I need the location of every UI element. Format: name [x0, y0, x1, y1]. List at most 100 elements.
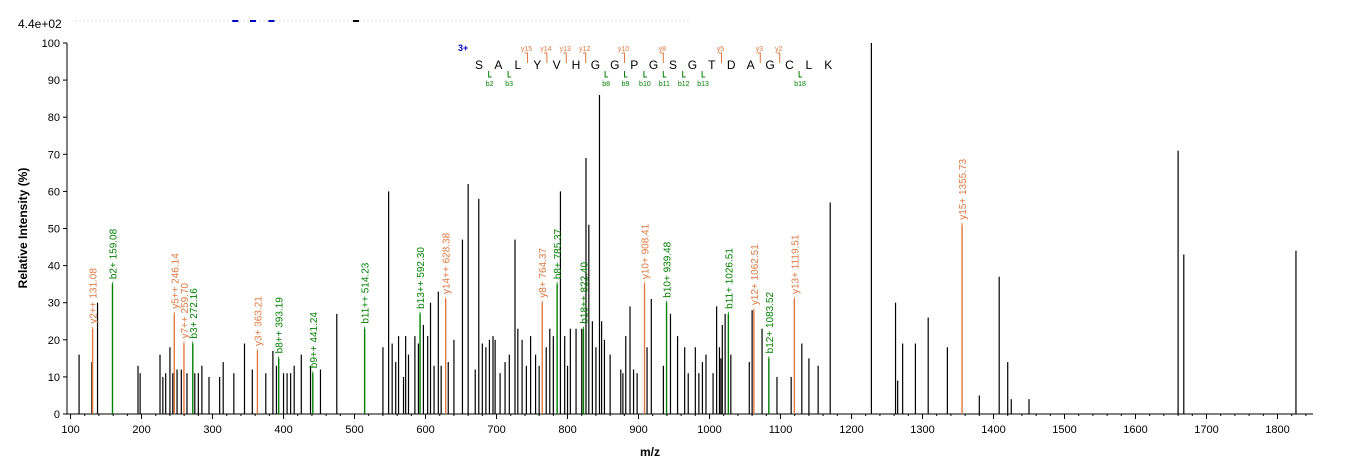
x-tick-label: 1200 — [839, 424, 863, 436]
peak-label: b10+ 939.48 — [663, 241, 674, 297]
residue: G — [591, 58, 600, 72]
y-tick-label: 100 — [42, 38, 60, 50]
x-tick-label: 100 — [61, 424, 79, 436]
x-tick-label: 1300 — [910, 424, 934, 436]
residue: L — [805, 58, 812, 72]
b-cleavage-mark — [604, 71, 609, 78]
peak-label: y8+ 764.37 — [538, 247, 549, 297]
residue: G — [649, 58, 658, 72]
b-cleavage-mark — [662, 71, 667, 78]
y-cleavage-mark — [563, 52, 567, 63]
y-tick-label: 50 — [48, 224, 60, 236]
x-axis-label: m/z — [640, 445, 660, 459]
peak-label: y12+ 1062.51 — [750, 244, 761, 305]
y-cleavage-mark — [621, 52, 625, 63]
peak-label: b18++ 822.40 — [579, 262, 590, 324]
y-cleavage-mark — [543, 52, 548, 63]
residue: Y — [533, 58, 541, 72]
x-tick-label: 400 — [274, 424, 292, 436]
y-cleavage-label: y15 — [521, 46, 532, 53]
y-tick-label: 80 — [48, 112, 60, 124]
residue: A — [747, 58, 755, 72]
b-cleavage-label: b11 — [659, 81, 670, 88]
y-tick-label: 0 — [54, 409, 60, 421]
x-tick-label: 800 — [558, 424, 576, 436]
residue: G — [765, 58, 774, 72]
peak-label: b11++ 514.23 — [361, 262, 372, 323]
peak-label: b9++ 441.24 — [309, 312, 320, 369]
y-cleavage-mark — [582, 52, 587, 63]
x-tick-label: 300 — [203, 424, 221, 436]
peak-label: b12+ 1083.52 — [765, 291, 776, 353]
x-tick-label: 1500 — [1052, 424, 1076, 436]
y-cleavage-label: y14 — [540, 46, 551, 53]
y-tick-label: 30 — [48, 298, 60, 310]
peak-label: y14++ 628.38 — [442, 232, 453, 294]
y-cleavage-mark — [660, 52, 664, 63]
peak-label: b8+ 785.37 — [553, 228, 564, 279]
residue: T — [708, 58, 716, 72]
b-cleavage-label: b8 — [602, 81, 610, 88]
y-tick-label: 70 — [48, 149, 60, 161]
b-cleavage-mark — [643, 71, 647, 78]
unassigned-peaks — [78, 43, 1297, 414]
peak-label: b13++ 592.30 — [416, 247, 427, 309]
axes: 0 10 20 30 40 50 60 70 80 90 100 100 200 300 400 500 600… — [42, 38, 1313, 436]
x-tick-label: 1000 — [697, 424, 721, 436]
b-cleavage-label: b2 — [486, 81, 494, 88]
b-cleavage-label: b12 — [678, 81, 690, 88]
y-cleavage-mark — [757, 52, 761, 63]
y-cleavage-label: y13 — [560, 46, 571, 53]
peak-label: y2++ 131.08 — [89, 268, 100, 324]
peak-label: b8++ 393.19 — [275, 297, 286, 354]
max-intensity-label: 4.4e+02 — [18, 17, 62, 31]
peak-label: y7++ 259.70 — [180, 282, 191, 338]
residue: C — [785, 58, 794, 72]
y-tick-label: 40 — [48, 261, 60, 273]
peak-label: y13+ 1119.51 — [790, 234, 801, 294]
peak-label: y15+ 1355.73 — [958, 158, 969, 219]
x-tick-label: 600 — [416, 424, 434, 436]
peak-label: b3+ 272.16 — [189, 288, 200, 339]
b-cleavage-mark — [624, 71, 628, 78]
b-cleavage-mark — [701, 71, 706, 78]
x-tick-label: 1100 — [769, 424, 793, 436]
x-tick-label: 1600 — [1123, 424, 1147, 436]
residue: A — [494, 58, 502, 72]
residue: V — [553, 58, 561, 72]
b-cleavage-label: b10 — [639, 81, 651, 88]
residue: K — [824, 58, 832, 72]
x-tick-label: 1400 — [981, 424, 1005, 436]
residue: L — [514, 58, 521, 72]
x-tick-label: 900 — [629, 424, 647, 436]
residue: G — [610, 58, 619, 72]
peak-label: b2+ 159.08 — [108, 228, 119, 279]
residue: D — [727, 58, 736, 72]
charge-label: 3+ — [458, 43, 468, 53]
y-cleavage-label: y8 — [659, 46, 667, 53]
y-cleavage-mark — [776, 52, 781, 63]
peak-label: y3+ 363.21 — [253, 296, 264, 346]
b-cleavage-label: b9 — [622, 81, 630, 88]
residue: P — [630, 58, 638, 72]
peak-label: b11+ 1026.51 — [724, 248, 735, 309]
b-cleavage-label: b18 — [794, 81, 806, 88]
peak-label: y5++ 246.14 — [170, 253, 181, 309]
residue: G — [688, 58, 697, 72]
x-tick-label: 500 — [345, 424, 363, 436]
x-tick-label: 1700 — [1194, 424, 1218, 436]
residue: S — [475, 58, 483, 72]
y-cleavage-label: y5 — [717, 46, 725, 53]
y-cleavage-label: y12 — [579, 46, 590, 53]
b-cleavage-label: b3 — [505, 81, 513, 88]
y-cleavage-label: y3 — [756, 46, 764, 53]
b-cleavage-mark — [798, 71, 803, 78]
y-cleavage-mark — [524, 52, 528, 63]
x-tick-label: 200 — [132, 424, 150, 436]
residue: S — [669, 58, 677, 72]
residue: H — [572, 58, 581, 72]
b-cleavage-label: b13 — [697, 81, 709, 88]
